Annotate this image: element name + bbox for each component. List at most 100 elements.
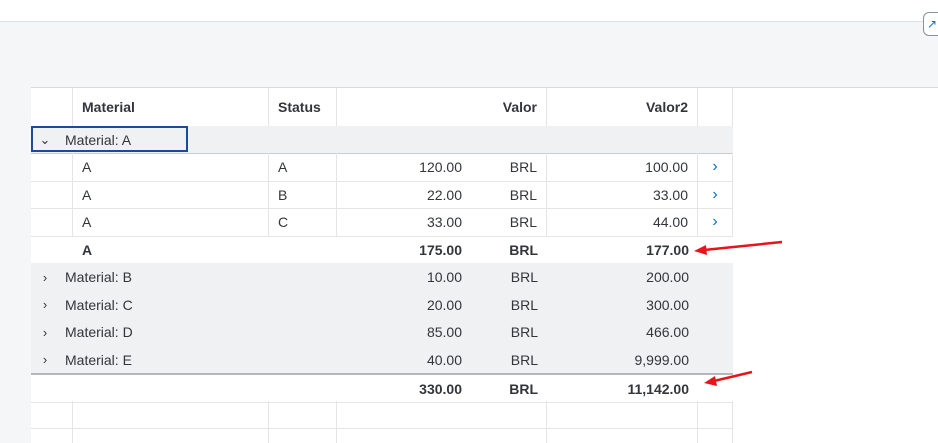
chevron-right-icon[interactable]: ›: [42, 352, 48, 367]
total-currency: BRL: [471, 375, 547, 402]
table-header-row: Material Status Valor Valor2: [31, 88, 733, 127]
cell-valor2: 33.00: [547, 181, 698, 208]
group-currency: BRL: [471, 263, 547, 291]
chevron-right-icon[interactable]: ›: [712, 158, 718, 175]
cell-material: A: [73, 181, 269, 208]
group-currency: BRL: [471, 346, 547, 373]
row-selector-cell: [31, 181, 73, 208]
chevron-right-icon[interactable]: ›: [712, 213, 718, 230]
cell-status-text: C: [278, 214, 289, 230]
grand-total-row: 330.00 BRL 11,142.00: [31, 373, 733, 403]
cell-valor2: 100.00: [547, 153, 698, 181]
group-valor-text: 20.00: [426, 296, 462, 313]
chevron-right-icon[interactable]: ›: [712, 185, 718, 203]
subtotal-valor: 175.00: [337, 236, 471, 263]
red-arrow-icon: [704, 370, 753, 386]
cell-currency-text: BRL: [509, 159, 537, 175]
chevron-right-icon[interactable]: ›: [42, 269, 48, 285]
table-row[interactable]: A C 33.00 BRL 44.00 ›: [31, 208, 733, 237]
group-label: Material: E: [65, 351, 132, 368]
analytical-table: Material Status Valor Valor2 ⌄ Material:…: [31, 87, 938, 443]
subtotal-currency-text: BRL: [509, 241, 538, 258]
group-currency: BRL: [471, 291, 547, 318]
group-valor: 85.00: [337, 318, 471, 346]
group-valor2: 466.00: [547, 318, 698, 346]
group-row-material-a[interactable]: ⌄ Material: A: [31, 126, 733, 154]
subtotal-valor-text: 175.00: [419, 241, 462, 258]
column-header-valor2[interactable]: Valor2: [547, 88, 698, 126]
group-currency-text: BRL: [510, 296, 538, 313]
cell-valor: 22.00: [337, 181, 471, 208]
cell-valor2-text: 100.00: [645, 159, 688, 175]
total-currency-text: BRL: [509, 380, 538, 397]
cell-material-text: A: [82, 214, 92, 230]
header-nav-cell: [698, 88, 733, 126]
subtotal-valor2-text: 177.00: [646, 241, 689, 258]
group-label: Material: C: [65, 296, 133, 313]
table-row[interactable]: A B 22.00 BRL 33.00 ›: [31, 181, 733, 209]
group-label: Material: A: [65, 131, 132, 148]
cell-status-text: B: [278, 186, 288, 203]
group-row-material-e[interactable]: › Material: E 40.00 BRL 9,999.00: [31, 346, 733, 374]
total-valor: 330.00: [337, 375, 471, 402]
group-row-material-b[interactable]: › Material: B 10.00 BRL 200.00: [31, 263, 733, 292]
cell-status: C: [269, 208, 337, 236]
cell-valor-text: 120.00: [419, 159, 462, 175]
group-valor-text: 85.00: [426, 324, 462, 340]
empty-row: [31, 401, 733, 429]
row-navigation[interactable]: ›: [698, 208, 733, 236]
total-valor2: 11,142.00: [547, 375, 698, 402]
subtotal-row-material-a: A 175.00 BRL 177.00: [31, 236, 733, 264]
row-navigation[interactable]: ›: [698, 153, 733, 181]
cell-valor: 33.00: [337, 208, 471, 236]
chevron-right-icon[interactable]: ›: [42, 297, 48, 312]
group-valor2-text: 200.00: [646, 269, 689, 285]
group-currency-text: BRL: [510, 351, 538, 368]
group-valor2-text: 9,999.00: [634, 351, 690, 368]
column-header-material[interactable]: Material: [73, 88, 269, 126]
cell-valor2-text: 44.00: [652, 214, 688, 230]
group-valor2-text: 466.00: [646, 324, 689, 340]
group-valor2: 9,999.00: [547, 346, 698, 373]
group-valor2: 300.00: [547, 291, 698, 318]
column-header-status[interactable]: Status: [269, 88, 337, 126]
cell-currency: BRL: [471, 153, 547, 181]
expand-corner-button[interactable]: ↗: [923, 12, 938, 36]
group-valor: 10.00: [337, 263, 471, 291]
row-selector-cell: [31, 208, 73, 236]
group-valor2-text: 300.00: [646, 296, 689, 313]
chevron-down-icon[interactable]: ⌄: [39, 131, 51, 147]
total-valor-text: 330.00: [419, 380, 462, 397]
column-header-material-label: Material: [82, 99, 135, 115]
cell-currency: BRL: [471, 181, 547, 208]
cell-status: A: [269, 153, 337, 181]
cell-material-text: A: [82, 159, 92, 175]
group-label: Material: D: [65, 324, 133, 340]
total-valor2-text: 11,142.00: [627, 380, 689, 397]
subtotal-material: A: [73, 236, 269, 263]
cell-currency: BRL: [471, 208, 547, 236]
table-row[interactable]: A A 120.00 BRL 100.00 ›: [31, 153, 733, 182]
chevron-right-icon[interactable]: ›: [42, 324, 48, 340]
group-valor-text: 40.00: [426, 351, 462, 368]
arrow-diagonal-icon: ↗: [927, 17, 938, 31]
cell-material: A: [73, 153, 269, 181]
cell-status: B: [269, 181, 337, 208]
group-valor: 40.00: [337, 346, 471, 373]
cell-valor-text: 33.00: [426, 214, 462, 230]
subtotal-currency: BRL: [471, 236, 547, 263]
group-row-material-c[interactable]: › Material: C 20.00 BRL 300.00: [31, 291, 733, 319]
group-currency: BRL: [471, 318, 547, 346]
row-navigation[interactable]: ›: [698, 181, 733, 208]
cell-currency-text: BRL: [509, 214, 537, 230]
red-arrow-icon: [694, 240, 783, 255]
group-label: Material: B: [65, 269, 132, 285]
cell-valor: 120.00: [337, 153, 471, 181]
group-valor2: 200.00: [547, 263, 698, 291]
cell-valor2: 44.00: [547, 208, 698, 236]
group-row-material-d[interactable]: › Material: D 85.00 BRL 466.00: [31, 318, 733, 347]
column-header-valor-label: Valor: [502, 99, 537, 115]
group-currency-text: BRL: [510, 324, 538, 340]
column-header-valor[interactable]: Valor: [337, 88, 547, 126]
column-header-status-label: Status: [278, 99, 321, 115]
